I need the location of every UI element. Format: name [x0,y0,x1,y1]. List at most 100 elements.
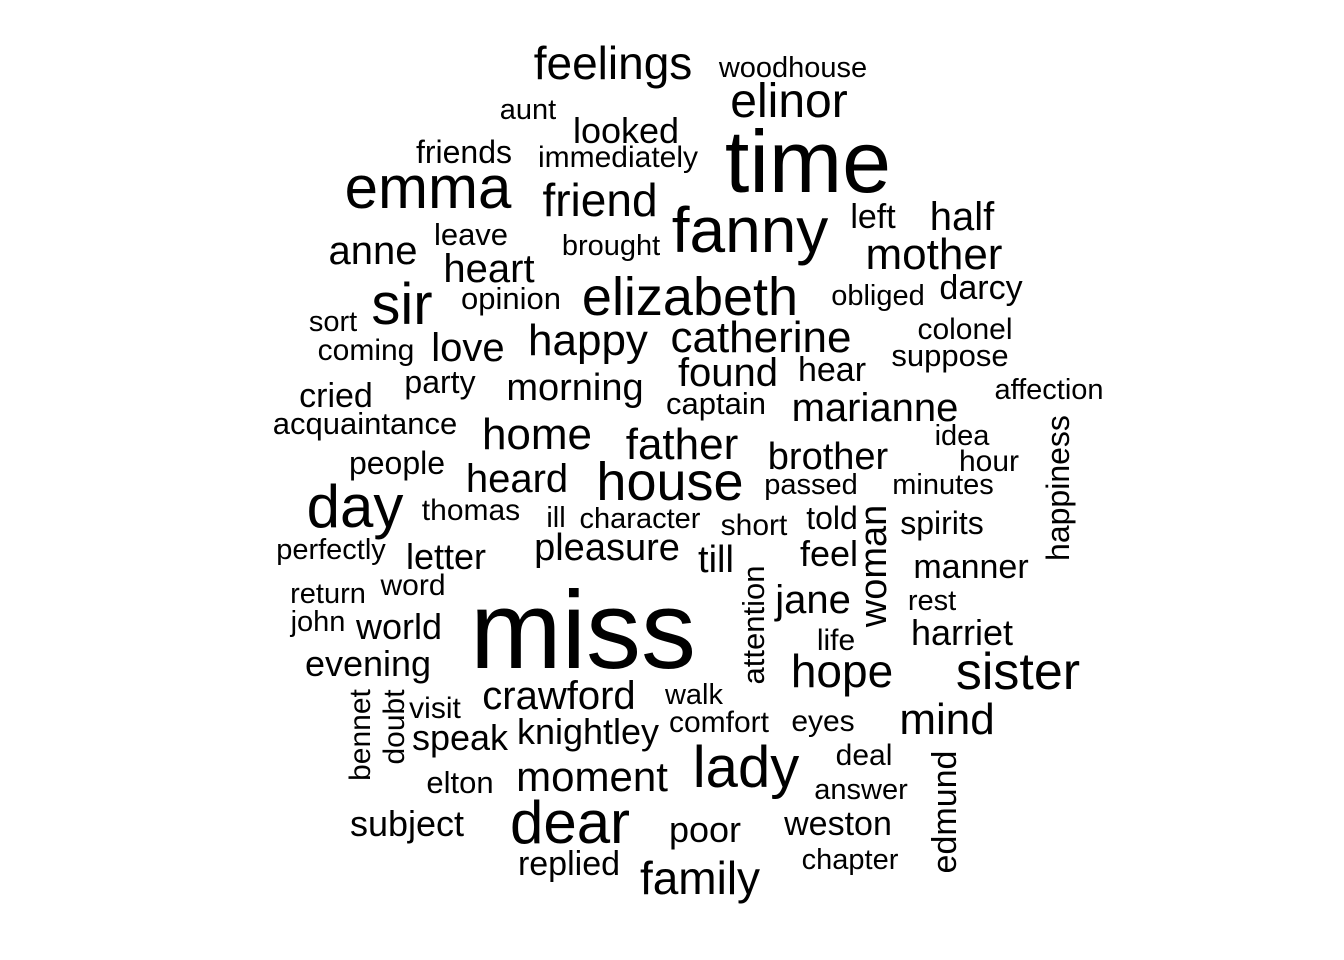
word-marianne: marianne [792,386,959,430]
word-chapter: chapter [802,844,899,876]
word-heart: heart [443,247,534,291]
word-home: home [482,410,592,459]
word-cried: cried [299,377,373,415]
word-morning: morning [506,367,643,409]
word-affection: affection [994,374,1103,406]
word-emma: emma [345,154,512,221]
word-attention: attention [736,566,771,685]
word-comfort: comfort [669,706,770,739]
word-till: till [698,539,734,581]
word-visit: visit [409,692,461,725]
word-walk: walk [664,679,724,711]
word-friends: friends [416,134,512,170]
word-edmund: edmund [926,751,964,874]
word-replied: replied [518,845,620,883]
word-elton: elton [426,765,493,800]
word-weston: weston [783,805,892,843]
word-moment: moment [516,753,668,800]
word-ill: ill [546,502,565,534]
word-bennet: bennet [344,688,377,780]
word-people: people [349,445,445,481]
word-spirits: spirits [900,505,984,541]
word-half: half [930,195,995,239]
word-friend: friend [542,174,657,226]
word-suppose: suppose [891,338,1008,373]
word-elinor: elinor [730,75,847,128]
word-eyes: eyes [791,705,854,738]
word-letter: letter [406,536,486,577]
word-life: life [817,624,855,657]
word-return: return [290,578,366,610]
word-leave: leave [434,217,508,252]
word-mind: mind [899,695,994,744]
word-family: family [640,852,760,904]
word-heard: heard [466,457,568,501]
word-mother: mother [866,230,1003,279]
word-subject: subject [350,803,464,844]
word-brought: brought [562,230,660,262]
word-obliged: obliged [831,280,925,312]
word-party: party [404,364,475,400]
word-woman: woman [853,505,895,629]
word-feelings: feelings [534,37,693,89]
word-sir: sir [371,272,432,337]
word-coming: coming [318,334,415,367]
word-happiness: happiness [1040,415,1076,561]
word-rest: rest [908,585,956,617]
word-doubt: doubt [378,689,411,765]
word-immediately: immediately [538,141,698,174]
word-evening: evening [305,643,431,684]
word-world: world [355,606,442,647]
word-father: father [626,420,739,469]
word-hour: hour [959,445,1019,478]
word-john: john [290,606,346,638]
word-day: day [307,473,404,540]
word-passed: passed [764,469,858,501]
word-thomas: thomas [422,494,520,527]
word-speak: speak [412,717,509,758]
word-deal: deal [836,739,893,772]
word-sort: sort [309,306,357,338]
word-fanny: fanny [672,194,829,266]
word-character: character [580,503,701,535]
word-house: house [596,452,743,512]
word-happy: happy [528,316,648,365]
word-lady: lady [693,735,799,800]
word-darcy: darcy [939,269,1022,307]
word-harriet: harriet [911,612,1013,653]
word-pleasure: pleasure [534,527,680,569]
word-opinion: opinion [461,281,561,316]
word-jane: jane [774,578,851,622]
word-manner: manner [913,548,1028,586]
word-sister: sister [956,643,1080,701]
word-dear: dear [510,789,630,856]
word-answer: answer [814,774,908,806]
word-perfectly: perfectly [276,534,386,566]
word-colonel: colonel [917,313,1012,346]
word-brother: brother [768,436,889,478]
word-time: time [725,112,891,211]
word-left: left [850,198,896,236]
word-knightley: knightley [517,711,659,752]
word-poor: poor [669,809,741,850]
word-anne: anne [329,229,418,273]
word-acquaintance: acquaintance [273,406,457,441]
word-short: short [721,509,788,542]
word-feel: feel [800,533,858,574]
word-found: found [678,351,778,395]
word-told: told [806,500,858,536]
word-idea: idea [935,420,991,452]
word-captain: captain [666,386,766,421]
word-woodhouse: woodhouse [718,52,867,84]
word-elizabeth: elizabeth [582,267,798,327]
word-minutes: minutes [892,469,994,501]
word-catherine: catherine [670,313,851,362]
word-miss: miss [470,569,696,692]
word-word: word [379,569,445,602]
word-crawford: crawford [482,674,635,718]
word-love: love [431,326,504,370]
word-hope: hope [791,645,893,697]
word-hear: hear [798,351,866,389]
word-aunt: aunt [500,94,556,126]
